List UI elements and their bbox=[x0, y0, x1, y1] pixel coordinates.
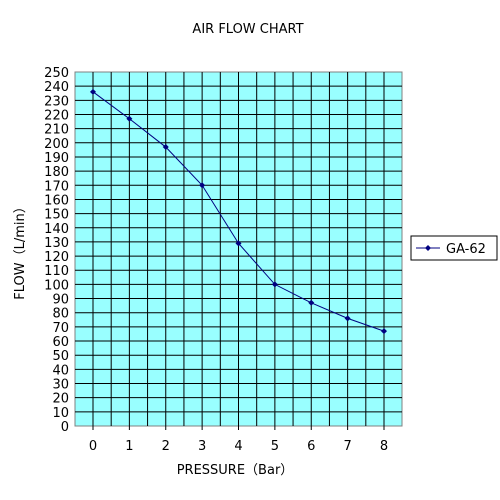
data-point bbox=[381, 328, 387, 335]
data-point bbox=[235, 240, 242, 247]
data-point bbox=[271, 281, 278, 288]
y-tick-label: 120 bbox=[44, 250, 69, 265]
data-point bbox=[199, 182, 206, 189]
y-tick-label: 130 bbox=[44, 236, 69, 251]
y-tick-label: 250 bbox=[44, 66, 69, 81]
y-tick-label: 80 bbox=[52, 307, 69, 322]
series-layer bbox=[90, 88, 387, 335]
x-tick-label: 4 bbox=[234, 439, 242, 454]
y-tick-label: 240 bbox=[44, 80, 69, 95]
y-tick-label: 200 bbox=[44, 137, 69, 152]
y-axis-ticks: 0102030405060708090100110120130140150160… bbox=[44, 66, 69, 435]
y-tick-label: 220 bbox=[44, 108, 69, 123]
data-point bbox=[162, 144, 169, 151]
x-tick-label: 0 bbox=[89, 439, 97, 454]
data-point bbox=[126, 115, 133, 122]
x-tick-label: 5 bbox=[271, 439, 279, 454]
x-tick-label: 8 bbox=[380, 439, 388, 454]
y-tick-label: 40 bbox=[52, 363, 69, 378]
y-tick-label: 100 bbox=[44, 278, 69, 293]
legend: GA-62 bbox=[410, 235, 498, 261]
x-axis-ticks: 0 1 2 3 4 5 6 7 8 bbox=[89, 426, 388, 454]
y-tick-label: 90 bbox=[52, 293, 69, 308]
y-tick-label: 110 bbox=[44, 264, 69, 279]
y-tick-label: 70 bbox=[52, 321, 69, 336]
y-tick-label: 160 bbox=[44, 193, 69, 208]
x-tick-label: 3 bbox=[198, 439, 206, 454]
y-tick-label: 140 bbox=[44, 222, 69, 237]
legend-series-marker bbox=[425, 245, 431, 251]
x-axis-title: PRESSURE（Bar） bbox=[177, 463, 294, 478]
y-axis-title: FLOW（L/min） bbox=[13, 200, 28, 299]
y-tick-label: 180 bbox=[44, 165, 69, 180]
legend-series-label: GA-62 bbox=[446, 242, 486, 257]
y-tick-label: 30 bbox=[52, 378, 69, 393]
grid-lines bbox=[75, 72, 402, 426]
data-point bbox=[308, 299, 315, 306]
x-tick-label: 6 bbox=[307, 439, 315, 454]
y-tick-label: 50 bbox=[52, 349, 69, 364]
x-tick-label: 2 bbox=[162, 439, 170, 454]
y-tick-label: 20 bbox=[52, 392, 69, 407]
y-tick-label: 60 bbox=[52, 335, 69, 350]
chart-title: AIR FLOW CHART bbox=[192, 22, 303, 37]
y-tick-label: 10 bbox=[52, 406, 69, 421]
x-tick-label: 1 bbox=[125, 439, 133, 454]
x-tick-label: 7 bbox=[343, 439, 351, 454]
y-tick-label: 190 bbox=[44, 151, 69, 166]
y-tick-label: 230 bbox=[44, 94, 69, 109]
y-tick-label: 170 bbox=[44, 179, 69, 194]
data-point bbox=[344, 315, 351, 322]
y-tick-label: 210 bbox=[44, 123, 69, 138]
y-tick-label: 150 bbox=[44, 208, 69, 223]
data-point bbox=[90, 88, 96, 95]
y-tick-label: 0 bbox=[61, 420, 69, 435]
